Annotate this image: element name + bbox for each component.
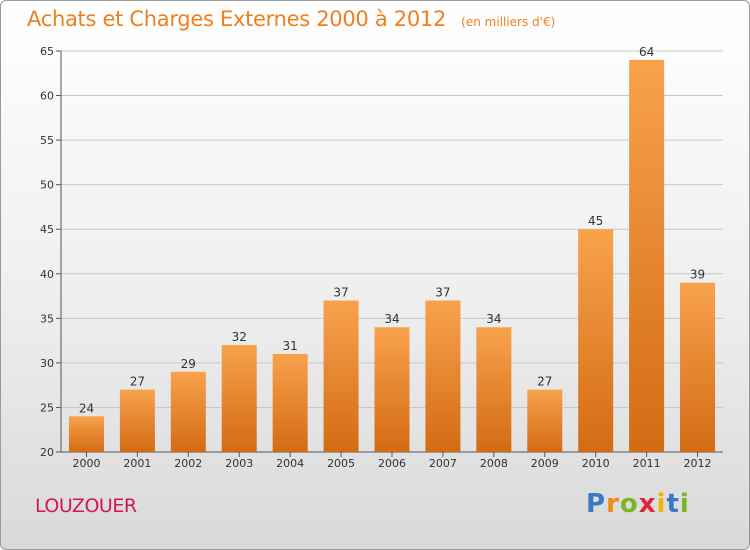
y-tick-label: 40: [40, 268, 54, 281]
x-tick-label: 2005: [327, 457, 355, 470]
y-tick-label: 20: [40, 446, 54, 459]
bar: [578, 229, 614, 452]
data-label: 29: [181, 357, 196, 371]
logo-letter: r: [606, 489, 620, 519]
y-tick-label: 60: [40, 90, 54, 103]
data-label: 34: [486, 312, 501, 326]
x-tick-label: 2012: [684, 457, 712, 470]
x-tick-label: 2002: [174, 457, 202, 470]
bar: [272, 353, 308, 452]
x-tick-label: 2011: [633, 457, 661, 470]
bar: [68, 416, 104, 452]
y-tick-label: 45: [40, 223, 54, 236]
place-name: LOUZOUER: [35, 495, 137, 517]
x-tick-label: 2000: [72, 457, 100, 470]
x-tick-label: 2008: [480, 457, 508, 470]
logo-letter: P: [586, 489, 607, 519]
bar: [170, 371, 206, 452]
bar: [323, 300, 359, 452]
bar: [629, 59, 665, 453]
x-tick-label: 2001: [123, 457, 151, 470]
bar: [476, 327, 512, 452]
data-label: 24: [79, 401, 94, 415]
y-tick-label: 30: [40, 357, 54, 370]
x-tick-label: 2003: [225, 457, 253, 470]
data-label: 31: [283, 339, 298, 353]
labels: 24 2000 27 2001 29 2002 32 2003 31 2004 37 2005 34 20…: [72, 45, 711, 470]
x-tick-label: 2006: [378, 457, 406, 470]
y-tick-label: 50: [40, 179, 54, 192]
x-tick-label: 2010: [582, 457, 610, 470]
logo-letter: x: [638, 489, 657, 519]
data-label: 37: [333, 286, 348, 300]
data-label: 34: [384, 312, 399, 326]
y-tick-label: 25: [40, 401, 54, 414]
y-tick-label: 65: [40, 45, 54, 58]
y-tick-label: 55: [40, 134, 54, 147]
chart-title-text: Achats et Charges Externes 2000 à 2012: [27, 7, 447, 31]
data-label: 32: [232, 330, 247, 344]
logo-letter: o: [619, 489, 639, 519]
data-label: 37: [435, 286, 450, 300]
bar: [221, 345, 257, 452]
logo-letter: i: [656, 489, 667, 519]
data-label: 64: [639, 45, 654, 59]
bar: [119, 389, 155, 452]
logo-letter: i: [679, 489, 690, 519]
bars: [68, 59, 716, 453]
y-tick-label: 35: [40, 312, 54, 325]
x-tick-label: 2009: [531, 457, 559, 470]
chart-title: Achats et Charges Externes 2000 à 2012 (…: [27, 7, 555, 31]
x-tick-label: 2007: [429, 457, 457, 470]
data-label: 39: [690, 268, 705, 282]
bar: [374, 327, 410, 452]
bar: [680, 282, 716, 452]
data-label: 27: [130, 375, 145, 389]
bar: [425, 300, 461, 452]
chart-subtitle: (en milliers d'€): [461, 15, 556, 29]
data-label: 45: [588, 214, 603, 228]
data-label: 27: [537, 375, 552, 389]
bar: [527, 389, 563, 452]
proxiti-logo[interactable]: Proxiti: [586, 489, 690, 519]
logo-letter: t: [666, 489, 680, 519]
x-tick-label: 2004: [276, 457, 304, 470]
